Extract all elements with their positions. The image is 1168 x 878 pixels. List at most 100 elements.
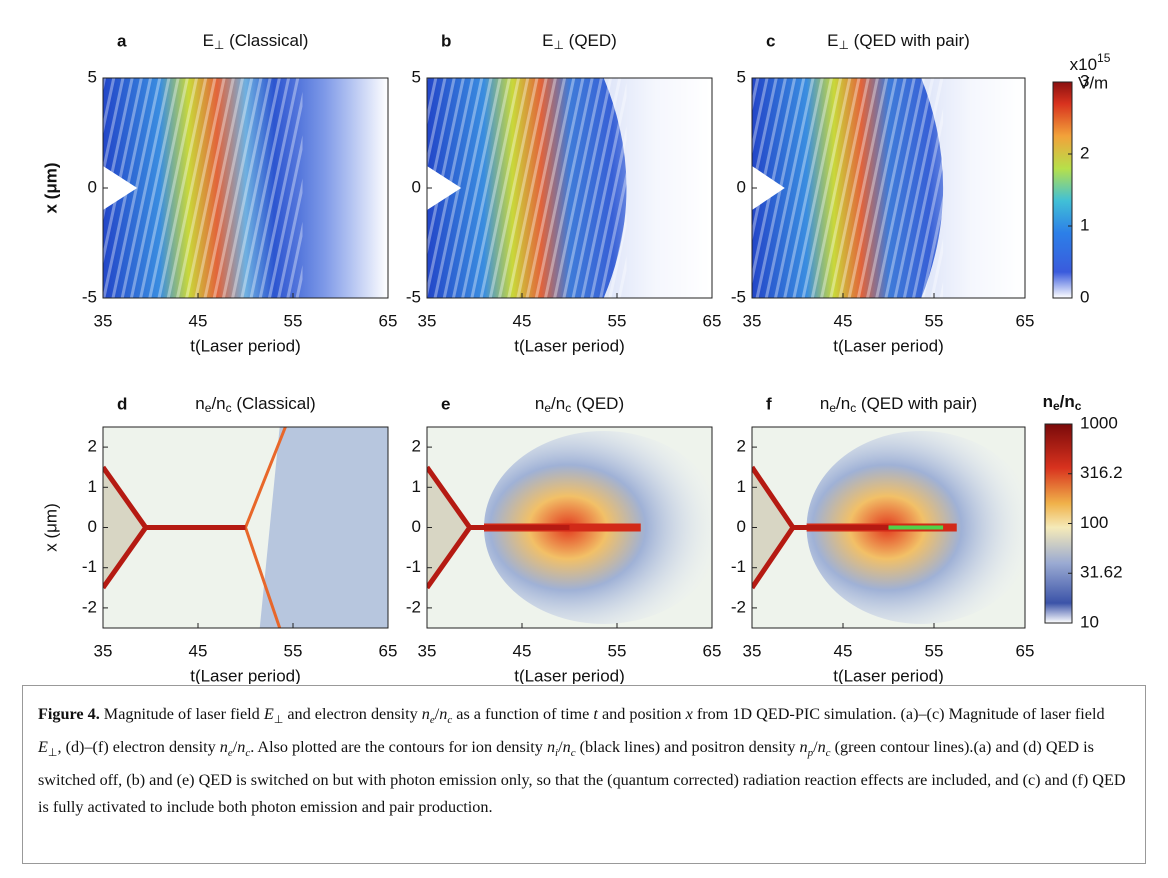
- y-tick-label: 1: [88, 477, 97, 496]
- text-run: e: [205, 401, 212, 415]
- heatmap-gap: [103, 166, 138, 210]
- caption-run: c: [570, 747, 576, 760]
- text-run: ⊥: [214, 38, 224, 52]
- colorbar-tick-label: 3: [1080, 71, 1089, 90]
- colorbar-tick-label: 10: [1080, 612, 1099, 631]
- heatmap-empty: [603, 78, 712, 298]
- y-tick-label: 0: [88, 177, 97, 196]
- caption-run: n: [421, 705, 430, 723]
- panel-label: a: [117, 31, 127, 50]
- x-tick-label: 55: [608, 311, 627, 330]
- x-tick-label: 35: [94, 311, 113, 330]
- caption-run: n: [219, 738, 228, 757]
- x-tick-label: 45: [189, 641, 208, 660]
- y-tick-label: 5: [88, 67, 97, 86]
- caption-run: /: [558, 738, 563, 757]
- text-run: /n: [551, 394, 565, 413]
- y-tick-label: 0: [737, 517, 746, 536]
- y-tick-label: -1: [731, 557, 746, 576]
- x-tick-label: 55: [608, 641, 627, 660]
- text-run: E: [827, 31, 838, 50]
- caption-run: i: [555, 747, 559, 760]
- text-run: E: [203, 31, 214, 50]
- text-run: ⊥: [838, 38, 848, 52]
- text-run: c: [850, 401, 856, 415]
- x-axis-label: t(Laser period): [514, 336, 625, 355]
- heatmap: [427, 78, 712, 298]
- text-run: n: [820, 394, 829, 413]
- text-run: /n: [211, 394, 225, 413]
- heatmap-gap: [752, 166, 785, 210]
- x-axis-label: t(Laser period): [514, 666, 625, 684]
- x-tick-label: 35: [418, 311, 437, 330]
- caption-run: c: [447, 714, 453, 727]
- x-tick-label: 35: [743, 641, 762, 660]
- y-tick-label: -2: [406, 597, 421, 616]
- x-tick-label: 35: [418, 641, 437, 660]
- caption-run: /: [232, 738, 238, 757]
- x-tick-label: 45: [513, 641, 532, 660]
- y-tick-label: 1: [412, 477, 421, 496]
- colorbar-tick-label: 1: [1080, 215, 1089, 234]
- y-tick-label: 1: [737, 477, 746, 496]
- panel-label: f: [766, 394, 772, 413]
- x-tick-label: 65: [379, 641, 398, 660]
- caption-run: /: [434, 705, 440, 723]
- y-tick-label: 5: [737, 67, 746, 86]
- caption-run: Figure 4.: [38, 705, 100, 723]
- panel-title: ne/nc (Classical): [195, 394, 315, 414]
- y-tick-label: -5: [82, 287, 97, 306]
- x-tick-label: 55: [284, 641, 303, 660]
- x-tick-label: 35: [743, 311, 762, 330]
- y-tick-label: -5: [406, 287, 421, 306]
- caption-run: n: [799, 738, 808, 757]
- text-run: e: [544, 401, 551, 415]
- colorbar-tick-label: 0: [1080, 287, 1089, 306]
- x-tick-label: 45: [189, 311, 208, 330]
- text-run: /n: [1060, 392, 1075, 411]
- caption-run: (black lines) and positron density: [575, 738, 800, 757]
- panel-title: E⊥ (QED with pair): [827, 31, 970, 51]
- y-tick-label: -1: [406, 557, 421, 576]
- heatmap-x: [427, 465, 570, 590]
- caption-run: ⊥: [273, 714, 284, 727]
- colorbar: [1044, 423, 1073, 624]
- panel-label: d: [117, 394, 127, 413]
- panel-label: e: [441, 394, 450, 413]
- y-tick-label: 0: [737, 177, 746, 196]
- x-tick-label: 65: [1016, 311, 1035, 330]
- heatmap-rays: [244, 427, 287, 628]
- text-run: n: [195, 394, 204, 413]
- caption-run: /: [813, 738, 818, 757]
- heatmap-target: [103, 467, 146, 588]
- y-tick-label: 2: [412, 437, 421, 456]
- heatmap: [103, 427, 388, 628]
- colorbar: [1052, 81, 1073, 299]
- caption-run: x: [685, 705, 693, 723]
- caption-run: E: [263, 705, 274, 723]
- text-run: 15: [1097, 51, 1111, 65]
- caption-run: Magnitude of laser field: [99, 705, 264, 723]
- colorbar-tick-label: 1000: [1080, 413, 1118, 432]
- colorbar-unit: V/m: [1078, 73, 1108, 92]
- text-run: E: [542, 31, 553, 50]
- caption-run: t: [593, 705, 598, 723]
- heatmap-x: [103, 465, 246, 590]
- text-run: e: [829, 401, 836, 415]
- x-axis-label: t(Laser period): [190, 336, 301, 355]
- y-tick-label: -5: [731, 287, 746, 306]
- heatmap-x: [752, 465, 889, 590]
- caption-run: . Also plotted are the contours for ion …: [250, 738, 547, 757]
- x-tick-label: 45: [834, 641, 853, 660]
- heatmap-target: [427, 467, 470, 588]
- y-tick-label: -2: [82, 597, 97, 616]
- panel-title: ne/nc (QED): [535, 394, 624, 414]
- text-run: c: [226, 401, 232, 415]
- text-run: (QED with pair): [856, 394, 977, 413]
- heatmap-empty: [921, 78, 1025, 298]
- heatmap-gap: [427, 166, 462, 210]
- panel-title: E⊥ (Classical): [203, 31, 309, 51]
- x-axis-label: t(Laser period): [190, 666, 301, 684]
- figure-caption: Figure 4. Magnitude of laser field E⊥ an…: [22, 685, 1146, 864]
